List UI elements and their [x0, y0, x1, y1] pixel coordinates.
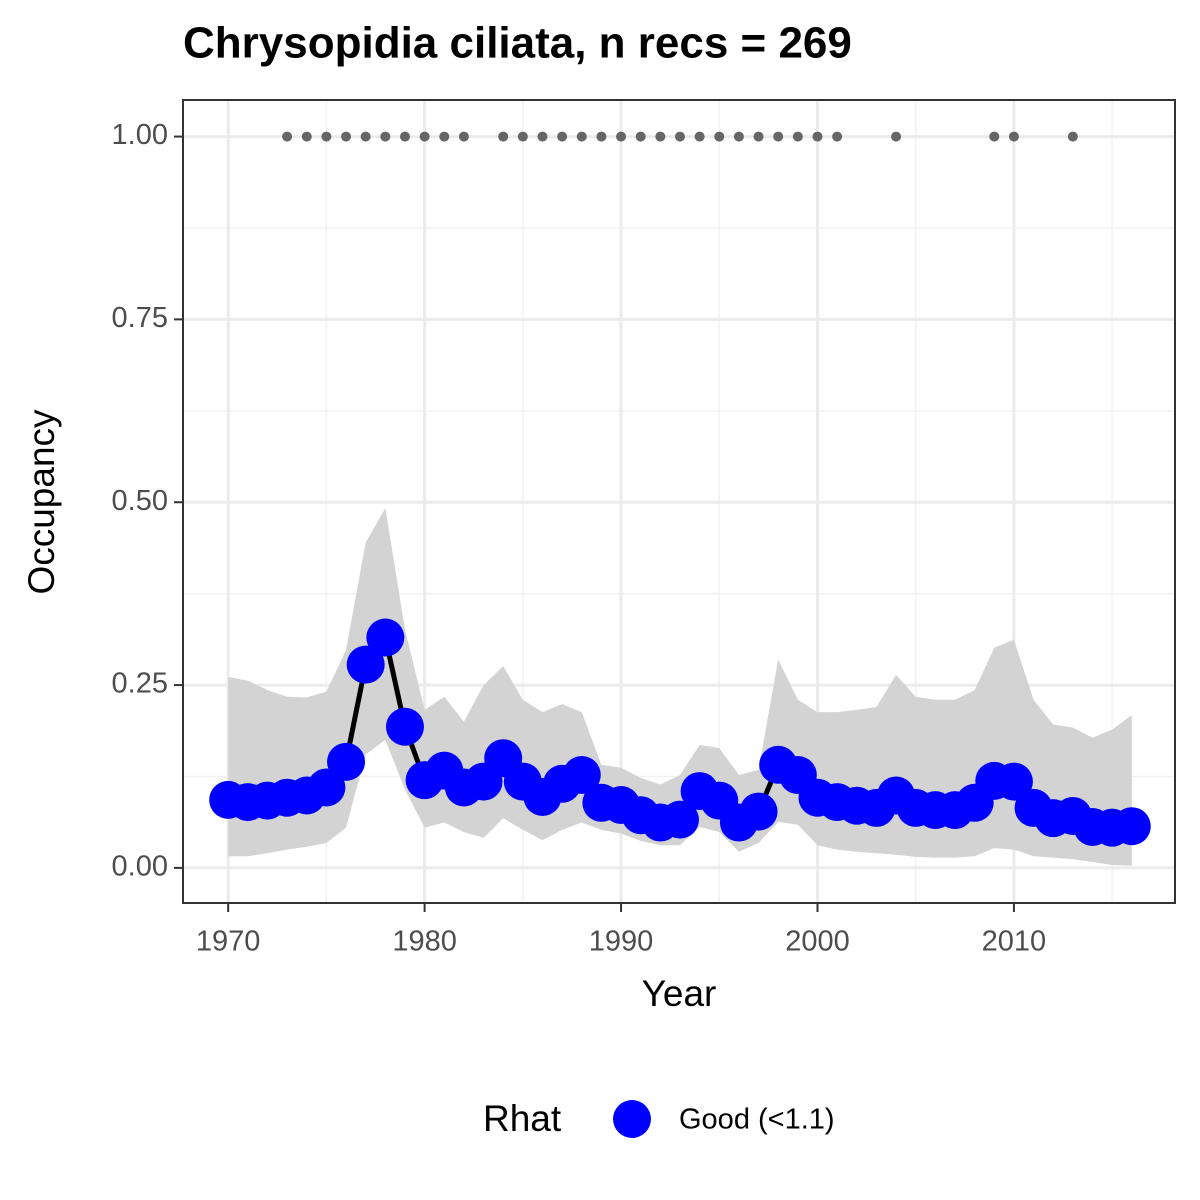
legend-marker: [613, 1100, 651, 1138]
point: [994, 762, 1033, 801]
record-point: [498, 131, 509, 142]
point: [366, 618, 405, 657]
record-point: [792, 131, 803, 142]
point: [307, 768, 346, 807]
record-point: [733, 131, 744, 142]
record-point: [674, 131, 685, 142]
point: [346, 645, 385, 684]
record-point: [341, 131, 352, 142]
record-point: [655, 131, 666, 142]
y-tick-label: 0.00: [112, 851, 168, 883]
x-tick-label: 1970: [196, 926, 261, 958]
record-point: [753, 131, 764, 142]
point: [739, 792, 778, 831]
y-tick-label: 0.50: [112, 485, 168, 517]
record-point: [321, 131, 332, 142]
record-point: [832, 131, 843, 142]
record-point: [1008, 131, 1019, 142]
x-axis-title: Year: [642, 973, 717, 1014]
legend-label: Good (<1.1): [679, 1104, 835, 1136]
record-point: [694, 131, 705, 142]
record-point: [282, 131, 293, 142]
legend-title: Rhat: [483, 1098, 562, 1139]
record-point: [616, 131, 627, 142]
x-tick-label: 1980: [392, 926, 457, 958]
record-point: [517, 131, 528, 142]
x-tick-label: 2000: [785, 926, 850, 958]
point: [1112, 807, 1151, 846]
record-point: [812, 131, 823, 142]
record-point: [891, 131, 902, 142]
record-point: [714, 131, 725, 142]
record-point: [439, 131, 450, 142]
record-point: [301, 131, 312, 142]
record-point: [1067, 131, 1078, 142]
record-point: [989, 131, 1000, 142]
record-point: [360, 131, 371, 142]
record-point: [576, 131, 587, 142]
record-point: [458, 131, 469, 142]
x-tick-label: 2010: [982, 926, 1047, 958]
record-point: [596, 131, 607, 142]
x-tick-label: 1990: [589, 926, 654, 958]
y-tick-label: 0.25: [112, 668, 168, 700]
record-point: [635, 131, 646, 142]
point: [660, 800, 699, 839]
record-point: [419, 131, 430, 142]
record-point: [557, 131, 568, 142]
y-tick-label: 1.00: [112, 119, 168, 151]
point: [562, 756, 601, 795]
point: [327, 742, 366, 781]
point: [385, 707, 424, 746]
y-tick-label: 0.75: [112, 302, 168, 334]
record-point: [399, 131, 410, 142]
record-point: [537, 131, 548, 142]
chart-title: Chrysopidia ciliata, n recs = 269: [183, 19, 852, 68]
record-point: [380, 131, 391, 142]
record-point: [773, 131, 784, 142]
y-axis-title: Occupancy: [21, 409, 62, 595]
